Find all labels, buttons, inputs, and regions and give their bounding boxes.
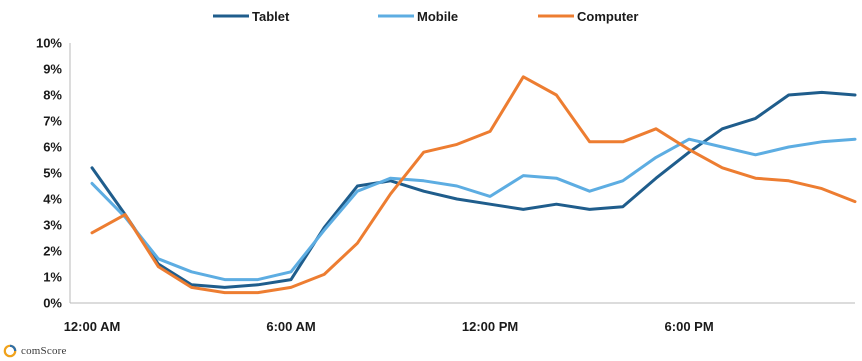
x-tick-label: 12:00 PM (462, 319, 518, 334)
y-tick-label: 4% (43, 192, 62, 207)
legend-item-tablet: Tablet (213, 9, 290, 24)
y-axis-tick-labels: 0% 1% 2% 3% 4% 5% 6% 7% 8% 9% 10% (36, 36, 62, 311)
legend-item-computer: Computer (538, 9, 638, 24)
brand-logo: comScore (3, 343, 67, 359)
y-tick-label: 7% (43, 114, 62, 129)
x-tick-label: 12:00 AM (64, 319, 121, 334)
y-tick-label: 6% (43, 140, 62, 155)
y-tick-label: 2% (43, 244, 62, 259)
brand-name: comScore (21, 345, 67, 357)
legend-item-mobile: Mobile (378, 9, 458, 24)
x-tick-label: 6:00 AM (266, 319, 315, 334)
series-line-tablet (90, 90, 857, 289)
legend-label: Mobile (417, 9, 458, 24)
comscore-logo-icon (3, 344, 17, 358)
legend-label: Tablet (252, 9, 290, 24)
series-line-computer (90, 75, 857, 295)
legend-label: Computer (577, 9, 638, 24)
chart-legend: Tablet Mobile Computer (213, 9, 638, 24)
y-tick-label: 9% (43, 62, 62, 77)
y-tick-label: 0% (43, 296, 62, 311)
series-lines (90, 75, 857, 295)
y-tick-label: 8% (43, 88, 62, 103)
y-tick-label: 1% (43, 270, 62, 285)
y-tick-label: 10% (36, 36, 62, 51)
y-tick-label: 5% (43, 166, 62, 181)
x-tick-label: 6:00 PM (665, 319, 714, 334)
x-axis-tick-labels: 12:00 AM 6:00 AM 12:00 PM 6:00 PM (64, 319, 714, 334)
y-tick-label: 3% (43, 218, 62, 233)
chart-axes (69, 43, 855, 304)
series-line-mobile (90, 137, 857, 282)
